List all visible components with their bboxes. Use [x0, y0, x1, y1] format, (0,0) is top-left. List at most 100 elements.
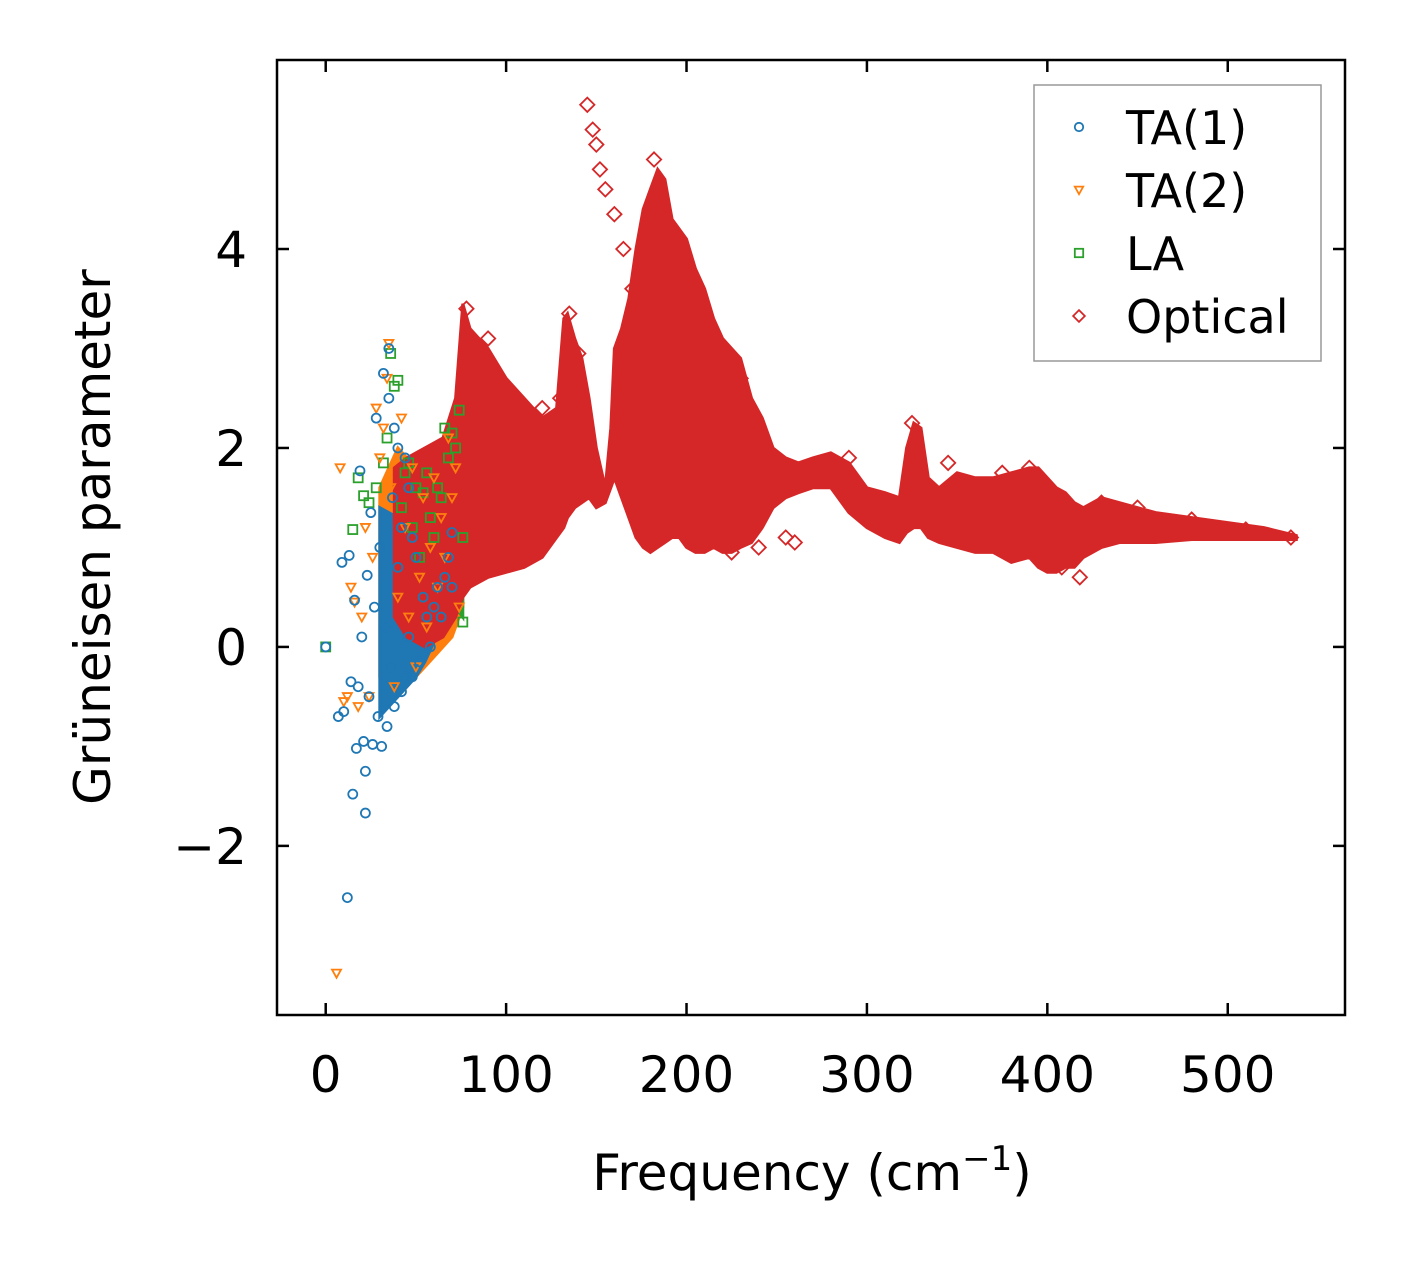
data-point [363, 497, 375, 509]
series-ta-1 [320, 343, 458, 904]
data-point [374, 542, 386, 553]
data-point [396, 502, 407, 514]
data-point [410, 551, 422, 563]
data-point [759, 449, 777, 467]
data-point [383, 392, 395, 404]
data-point [687, 310, 704, 328]
data-point [344, 582, 357, 594]
data-point [359, 523, 372, 534]
data-point [786, 534, 804, 551]
data-point [424, 542, 437, 554]
data-point [370, 412, 382, 424]
legend-label: LA [1126, 227, 1185, 281]
data-point [369, 601, 380, 613]
data-point [320, 641, 332, 653]
data-point [352, 472, 364, 484]
data-point [596, 180, 614, 198]
data-point [343, 550, 355, 561]
data-point [1053, 558, 1071, 576]
data-point [569, 345, 587, 362]
data-point [402, 612, 415, 624]
data-point [993, 464, 1011, 482]
data-point [431, 582, 444, 594]
x-tick-label: 200 [639, 1046, 734, 1104]
data-point [741, 509, 759, 527]
data-point [396, 686, 407, 698]
data-point [378, 367, 389, 379]
data-point [414, 656, 425, 668]
legend-label: Optical [1126, 290, 1288, 344]
data-point [427, 473, 440, 485]
data-point [587, 136, 605, 153]
legend-marker [1071, 308, 1087, 324]
data-point [578, 96, 596, 114]
data-point [670, 250, 688, 268]
data-point [334, 463, 347, 475]
data-point [723, 543, 741, 561]
density-fills [378, 166, 1298, 721]
data-point [591, 161, 609, 178]
data-point [458, 300, 475, 318]
series-la [320, 348, 469, 653]
data-point [858, 489, 876, 507]
legend-item: TA(2) [1073, 164, 1247, 218]
data-point [345, 676, 357, 688]
data-point [1129, 499, 1146, 517]
data-point [352, 702, 365, 713]
data-point [428, 601, 440, 613]
data-point [392, 561, 404, 573]
data-point [363, 691, 375, 703]
y-tick-label: −2 [173, 818, 247, 876]
data-point [435, 611, 447, 623]
data-point [445, 493, 459, 505]
data-point [396, 522, 407, 533]
data-point [417, 493, 430, 505]
data-point [388, 701, 400, 713]
data-point [403, 631, 415, 643]
data-point [424, 641, 436, 653]
data-point [366, 552, 379, 564]
data-point [341, 692, 354, 704]
data-point [1020, 459, 1038, 477]
data-point [355, 612, 368, 624]
data-point [446, 581, 458, 593]
data-point [383, 343, 395, 354]
legend-label: TA(2) [1125, 164, 1247, 218]
data-point [645, 151, 663, 168]
data-point [432, 482, 443, 494]
data-point [551, 389, 569, 407]
data-point [638, 250, 656, 268]
data-point [358, 490, 369, 502]
data-point [359, 765, 371, 777]
data-point [373, 453, 386, 465]
data-point [1071, 568, 1089, 586]
data-point [406, 532, 418, 543]
data-point [365, 507, 377, 519]
data-point [347, 788, 359, 800]
data-point [348, 597, 361, 609]
legend-marker [1073, 121, 1085, 133]
data-point [442, 452, 454, 464]
data-point [723, 350, 741, 367]
data-point [330, 968, 343, 980]
data-point [385, 661, 397, 673]
data-point [435, 513, 448, 524]
data-point [432, 581, 443, 593]
data-point [356, 631, 368, 643]
data-point [457, 532, 469, 543]
data-point [515, 419, 533, 437]
data-point [399, 452, 411, 464]
legend: TA(1) TA(2) LA Optical [1033, 84, 1322, 362]
data-point [388, 422, 400, 434]
data-point [656, 210, 674, 228]
data-point [453, 404, 465, 416]
data-point [392, 374, 404, 386]
x-tick-label: 400 [1000, 1046, 1095, 1104]
data-point [399, 671, 411, 683]
data-point [497, 399, 515, 417]
data-point [354, 465, 366, 477]
data-point [385, 348, 397, 359]
data-point [605, 205, 623, 223]
legend-marker [1073, 247, 1085, 259]
x-tick-label: 0 [310, 1046, 342, 1104]
